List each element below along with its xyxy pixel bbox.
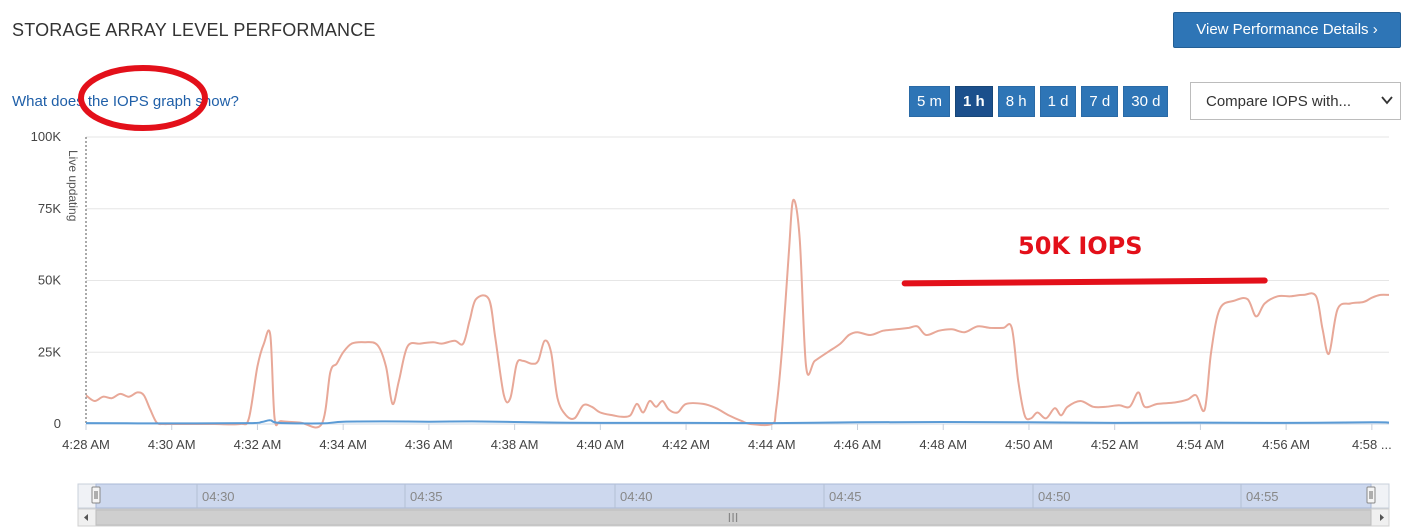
chart-grid [86, 136, 1389, 425]
y-axis: 0 25K 50K 75K 100K [31, 129, 62, 431]
x-tick-label: 4:28 AM [62, 437, 110, 452]
page-title: STORAGE ARRAY LEVEL PERFORMANCE [12, 20, 376, 40]
range-navigator[interactable]: 04:30 04:35 04:40 04:45 04:50 04:55 III [77, 483, 1390, 527]
annotation-50k-iops: 50K IOPS [1018, 232, 1143, 260]
navigator-label: 04:30 [202, 489, 235, 504]
range-8h-button[interactable]: 8 h [997, 86, 1035, 117]
range-7d-button[interactable]: 7 d [1081, 86, 1119, 117]
x-tick-label: 4:38 AM [491, 437, 539, 452]
range-1h-button[interactable]: 1 h [955, 86, 993, 117]
x-tick-label: 4:54 AM [1177, 437, 1225, 452]
y-tick-label: 100K [31, 129, 62, 144]
x-tick-label: 4:46 AM [834, 437, 882, 452]
view-performance-details-button[interactable]: View Performance Details › [1173, 12, 1401, 48]
y-tick-label: 50K [38, 273, 61, 288]
x-tick-label: 4:44 AM [748, 437, 796, 452]
navigator-selection [95, 483, 1372, 509]
series-line-1 [85, 419, 1390, 425]
navigator-label: 04:55 [1246, 489, 1279, 504]
navigator-scrollbar-thumb [95, 509, 1372, 526]
navigator-label: 04:40 [620, 489, 653, 504]
series-group [85, 198, 1390, 429]
range-5m-button[interactable]: 5 m [909, 86, 951, 117]
iops-help-link[interactable]: What does the IOPS graph show? [12, 93, 239, 110]
x-tick-label: 4:52 AM [1091, 437, 1139, 452]
range-1d-button[interactable]: 1 d [1039, 86, 1077, 117]
navigator-label: 04:35 [410, 489, 443, 504]
range-30d-button[interactable]: 30 d [1123, 86, 1169, 117]
x-tick-label: 4:48 AM [919, 437, 967, 452]
compare-iops-select[interactable]: Compare IOPS with... [1190, 82, 1401, 120]
x-tick-label: 4:40 AM [576, 437, 624, 452]
x-tick-label: 4:30 AM [148, 437, 196, 452]
navigator-scrollbar-grip: III [728, 510, 739, 525]
y-tick-label: 0 [54, 416, 61, 431]
x-tick-label: 4:36 AM [405, 437, 453, 452]
series-line-0 [85, 198, 1390, 429]
navigator-label: 04:45 [829, 489, 862, 504]
x-tick-label: 4:32 AM [234, 437, 282, 452]
scroll-right-icon [1380, 514, 1384, 521]
compare-iops-label: Compare IOPS with... [1206, 93, 1352, 110]
scroll-left-icon [84, 514, 88, 521]
y-tick-label: 75K [38, 201, 61, 216]
annotation-red-circle [78, 65, 208, 131]
annotation-red-line [901, 277, 1268, 287]
x-tick-label: 4:34 AM [319, 437, 367, 452]
chevron-down-icon [1381, 96, 1393, 105]
time-range-selector: 5 m 1 h 8 h 1 d 7 d 30 d [909, 86, 1169, 118]
x-tick-label: 4:50 AM [1005, 437, 1053, 452]
x-axis: 4:28 AM 4:30 AM 4:32 AM 4:34 AM 4:36 AM 4:38 … [62, 424, 1392, 452]
navigator-handle [1366, 486, 1376, 504]
y-tick-label: 25K [38, 344, 61, 359]
navigator-handle [91, 486, 101, 504]
x-tick-label: 4:58 ... [1352, 437, 1392, 452]
annotations [78, 65, 1268, 287]
x-tick-label: 4:56 AM [1262, 437, 1310, 452]
x-tick-label: 4:42 AM [662, 437, 710, 452]
live-updating-label: Live updating [66, 150, 80, 221]
navigator-label: 04:50 [1038, 489, 1071, 504]
